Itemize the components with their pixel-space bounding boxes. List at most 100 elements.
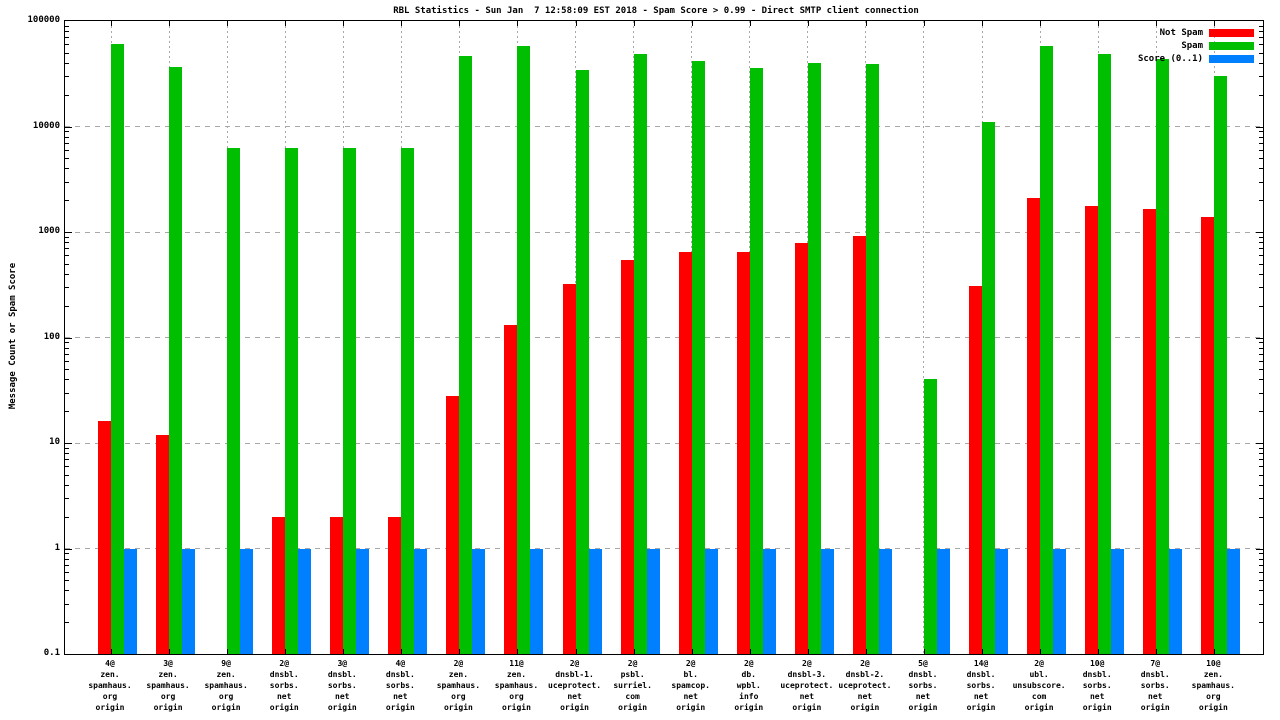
y-tick-label: 100	[43, 331, 60, 342]
x-tick-bottom	[749, 649, 751, 654]
y-minor-tick	[1259, 580, 1263, 582]
y-minor-tick	[65, 474, 69, 476]
x-tick-top	[923, 21, 925, 26]
y-minor-tick	[1259, 447, 1263, 449]
y-minor-tick	[1259, 564, 1263, 566]
x-tick-top	[111, 21, 112, 26]
y-gridline	[65, 548, 1263, 549]
y-minor-tick	[1259, 622, 1263, 624]
x-category-label: 4@ zen. spamhaus. org origin	[88, 659, 132, 712]
y-minor-tick	[1259, 273, 1263, 275]
x-tick-bottom	[343, 649, 345, 654]
y-minor-tick	[1259, 200, 1263, 202]
y-tick-label: 10000	[32, 120, 60, 131]
y-minor-tick	[65, 94, 69, 96]
x-category-label: 2@ zen. spamhaus. org origin	[436, 659, 481, 712]
y-minor-tick	[65, 498, 69, 500]
bar-score-0-1-	[182, 548, 196, 654]
y-minor-tick	[1259, 347, 1263, 349]
y-minor-tick	[65, 484, 69, 486]
bar-score-0-1-	[704, 548, 718, 654]
bar-spam	[749, 67, 763, 654]
x-tick-bottom	[923, 649, 925, 654]
x-tick-top	[575, 21, 577, 26]
x-category-label: 10@ zen. spamhaus. org origin	[1191, 659, 1235, 712]
x-tick-top	[749, 21, 751, 26]
y-minor-tick	[1259, 158, 1263, 160]
x-tick-bottom	[575, 649, 577, 654]
bar-not-spam	[1085, 206, 1099, 654]
y-minor-tick	[1259, 263, 1263, 265]
y-minor-tick	[65, 255, 69, 257]
x-tick-bottom	[459, 649, 461, 654]
y-minor-tick	[1259, 571, 1263, 573]
y-minor-tick	[65, 466, 69, 468]
y-tick-label: 1000	[38, 226, 60, 236]
y-minor-tick	[65, 347, 69, 349]
bar-score-0-1-	[878, 548, 892, 654]
bar-score-0-1-	[936, 548, 950, 654]
y-minor-tick	[65, 392, 69, 394]
y-minor-tick	[65, 181, 69, 183]
y-major-tick	[1256, 232, 1263, 233]
y-minor-tick	[1259, 44, 1263, 46]
bar-score-0-1-	[762, 548, 776, 654]
bar-spam	[1098, 53, 1112, 654]
y-minor-tick	[65, 31, 69, 33]
y-tick-label: 1	[54, 542, 60, 553]
x-tick-top	[517, 21, 519, 26]
y-minor-tick	[1259, 353, 1263, 355]
y-minor-tick	[1259, 459, 1263, 461]
bar-spam	[982, 122, 996, 654]
y-minor-tick	[1259, 516, 1263, 518]
x-category-label: 2@ db. wpbl. info origin	[734, 659, 764, 712]
x-category-label: 4@ dnsbl. sorbs. net origin	[385, 659, 415, 712]
y-minor-tick	[65, 149, 69, 151]
y-major-tick	[65, 337, 72, 339]
y-minor-tick	[65, 516, 69, 518]
bar-not-spam	[272, 516, 286, 654]
bar-not-spam	[446, 395, 460, 654]
x-category-label: 5@ dnsbl. sorbs. net origin	[908, 659, 938, 712]
y-gridline	[65, 337, 1263, 338]
y-minor-tick	[65, 603, 69, 605]
x-tick-bottom	[633, 649, 635, 654]
bar-score-0-1-	[1111, 548, 1125, 654]
x-tick-top	[633, 21, 635, 26]
bar-spam	[923, 379, 937, 654]
bar-not-spam	[156, 434, 170, 654]
x-tick-bottom	[982, 649, 984, 654]
bar-spam	[691, 60, 705, 654]
x-category-label: 9@ zen. spamhaus. org origin	[204, 659, 248, 712]
bar-not-spam	[620, 260, 634, 654]
x-tick-bottom	[169, 649, 171, 654]
legend-entry-label: Not Spam	[1159, 27, 1203, 38]
y-minor-tick	[1259, 466, 1263, 468]
y-minor-tick	[1259, 37, 1263, 39]
y-minor-tick	[65, 453, 69, 455]
y-minor-tick	[1259, 94, 1263, 96]
bar-spam	[401, 147, 415, 654]
y-minor-tick	[65, 25, 69, 27]
y-minor-tick	[65, 44, 69, 46]
y-minor-tick	[1259, 131, 1263, 133]
plot-area	[64, 20, 1264, 655]
chart-title: RBL Statistics - Sun Jan 7 12:58:09 EST …	[393, 6, 919, 16]
bar-spam	[111, 44, 124, 654]
bar-not-spam	[1027, 198, 1041, 654]
y-minor-tick	[65, 360, 69, 362]
y-minor-tick	[65, 622, 69, 624]
x-tick-bottom	[111, 649, 112, 654]
bar-not-spam	[330, 516, 344, 654]
x-tick-bottom	[807, 649, 809, 654]
y-minor-tick	[1259, 248, 1263, 250]
x-category-label: 2@ psbl. surriel. com origin	[613, 659, 652, 712]
y-minor-tick	[1259, 484, 1263, 486]
y-minor-tick	[1259, 558, 1263, 560]
y-minor-tick	[65, 136, 69, 138]
x-category-label: 14@ dnsbl. sorbs. net origin	[966, 659, 996, 712]
bar-score-0-1-	[820, 548, 834, 654]
x-tick-top	[285, 21, 287, 26]
x-category-label: 2@ dnsbl-3. uceprotect. net origin	[780, 659, 834, 712]
bar-score-0-1-	[995, 548, 1009, 654]
